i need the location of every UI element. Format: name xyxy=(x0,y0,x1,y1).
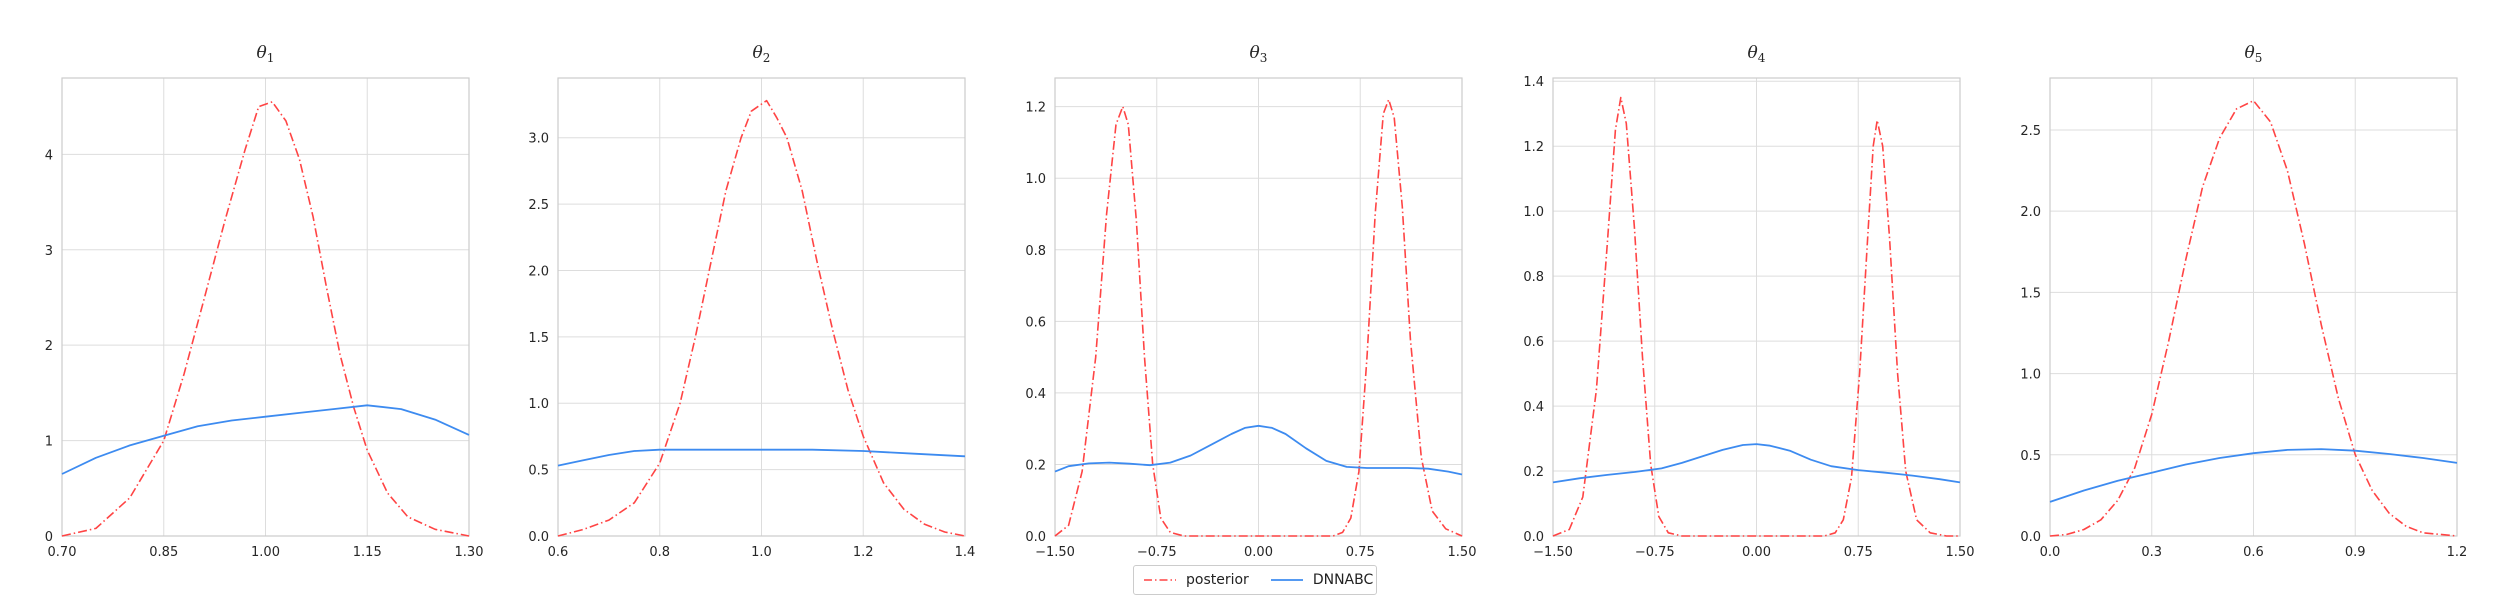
x-tick-label: −1.50 xyxy=(1533,545,1573,560)
y-tick-label: 0.6 xyxy=(1523,335,1544,350)
y-tick-label: 3 xyxy=(45,244,53,259)
y-tick-label: 0.8 xyxy=(1523,270,1544,285)
y-tick-label: 1 xyxy=(45,435,53,450)
y-tick-label: 2.5 xyxy=(528,198,549,213)
dnnabc-line xyxy=(1552,443,1961,484)
x-tick-label: −0.75 xyxy=(1635,545,1675,560)
y-tick-label: 1.0 xyxy=(528,397,549,412)
dnnabc-line xyxy=(557,448,966,467)
y-tick-label: 1.2 xyxy=(1523,140,1544,155)
x-tick-label: 0.3 xyxy=(2141,545,2162,560)
subplot-2: 0.6 0.8 1.0 1.2 1.4 0.0 0.5 1.0 1.5 2.0 2.5 3.0 θ2 xyxy=(528,43,975,560)
legend-swatch-dnnabc xyxy=(1270,579,1303,581)
plot-frame xyxy=(557,77,966,537)
posterior-line xyxy=(61,101,470,537)
dnnabc-line xyxy=(2049,448,2458,503)
y-tick-label: 4 xyxy=(45,148,53,163)
posterior-line xyxy=(1552,96,1960,537)
y-tick-label: 1.4 xyxy=(1523,75,1544,90)
y-tick-label: 1.0 xyxy=(1523,205,1544,220)
x-tick-label: 1.4 xyxy=(955,545,976,560)
posterior-line xyxy=(557,99,966,537)
x-tick-label: 0.6 xyxy=(2243,545,2264,560)
legend-item-posterior: posterior xyxy=(1144,572,1249,588)
dnnabc-line xyxy=(1054,424,1463,476)
x-tick-label: 0.9 xyxy=(2345,545,2366,560)
y-tick-label: 0 xyxy=(45,530,53,545)
legend-label-posterior: posterior xyxy=(1186,572,1249,588)
y-tick-label: 0.4 xyxy=(1025,387,1046,402)
y-tick-label: 0.5 xyxy=(528,464,549,479)
plot-frame xyxy=(1552,77,1961,537)
y-tick-label: 3.0 xyxy=(528,132,549,147)
legend-swatch-posterior xyxy=(1144,579,1176,581)
x-tick-label: 0.00 xyxy=(1742,545,1771,560)
x-tick-label: −0.75 xyxy=(1137,545,1177,560)
y-tick-label: 0.0 xyxy=(2020,530,2041,545)
posterior-line xyxy=(1054,98,1463,537)
y-tick-label: 2.5 xyxy=(2020,124,2041,139)
y-tick-label: 0.5 xyxy=(2020,449,2041,464)
x-tick-label: −1.50 xyxy=(1035,545,1075,560)
y-tick-label: 0.2 xyxy=(1523,465,1544,480)
y-tick-label: 0.0 xyxy=(1523,530,1544,545)
x-tick-label: 1.30 xyxy=(455,545,484,560)
x-tick-label: 1.2 xyxy=(2447,545,2468,560)
x-tick-label: 0.85 xyxy=(149,545,178,560)
legend: posterior DNNABC xyxy=(1133,565,1377,595)
y-tick-label: 0.4 xyxy=(1523,400,1544,415)
x-tick-label: 0.75 xyxy=(1844,545,1873,560)
x-tick-label: 1.00 xyxy=(251,545,280,560)
x-tick-label: 0.8 xyxy=(649,545,670,560)
y-tick-label: 1.5 xyxy=(2020,286,2041,301)
x-tick-label: 0.70 xyxy=(48,545,77,560)
subplot-title: θ5 xyxy=(2245,43,2263,65)
x-tick-label: 0.75 xyxy=(1346,545,1375,560)
y-tick-label: 2 xyxy=(45,339,53,354)
y-tick-label: 2.0 xyxy=(528,264,549,279)
plot-frame xyxy=(61,77,470,537)
x-tick-label: 0.0 xyxy=(2040,545,2061,560)
subplot-3: −1.50 −0.75 0.00 0.75 1.50 0.0 0.2 0.4 0.6 0.8 1.0… xyxy=(1025,43,1476,560)
subplot-5: 0.0 0.3 0.6 0.9 1.2 0.0 0.5 1.0 1.5 2.0 2.5 θ5 xyxy=(2020,43,2467,560)
subplot-title: θ1 xyxy=(257,43,275,65)
y-tick-label: 0.6 xyxy=(1025,315,1046,330)
legend-label-dnnabc: DNNABC xyxy=(1312,572,1374,588)
x-tick-label: 1.50 xyxy=(1448,545,1477,560)
subplot-title: θ3 xyxy=(1250,43,1268,65)
plot-frame xyxy=(2049,77,2458,537)
y-tick-label: 1.2 xyxy=(1025,101,1046,116)
legend-item-dnnabc: DNNABC xyxy=(1270,572,1374,588)
x-tick-label: 1.50 xyxy=(1946,545,1975,560)
y-tick-label: 0.8 xyxy=(1025,244,1046,259)
y-tick-label: 0.0 xyxy=(528,530,549,545)
subplot-4: −1.50 −0.75 0.00 0.75 1.50 0.0 0.2 0.4 0.6 0.8 1.0… xyxy=(1523,43,1974,560)
y-tick-label: 1.0 xyxy=(1025,172,1046,187)
y-tick-label: 2.0 xyxy=(2020,205,2041,220)
x-tick-label: 0.00 xyxy=(1244,545,1273,560)
x-tick-label: 1.2 xyxy=(853,545,874,560)
subplot-1: 0.70 0.85 1.00 1.15 1.30 0 1 2 3 4 θ1 xyxy=(45,43,484,560)
y-tick-label: 0.2 xyxy=(1025,458,1046,473)
y-tick-label: 1.0 xyxy=(2020,368,2041,383)
posterior-line xyxy=(2049,99,2458,537)
subplot-title: θ4 xyxy=(1748,43,1766,65)
y-tick-label: 0.0 xyxy=(1025,530,1046,545)
subplot-title: θ2 xyxy=(753,43,771,65)
dnnabc-line xyxy=(61,404,470,475)
x-tick-label: 1.15 xyxy=(353,545,382,560)
x-tick-label: 1.0 xyxy=(751,545,772,560)
x-tick-label: 0.6 xyxy=(548,545,569,560)
y-tick-label: 1.5 xyxy=(528,331,549,346)
